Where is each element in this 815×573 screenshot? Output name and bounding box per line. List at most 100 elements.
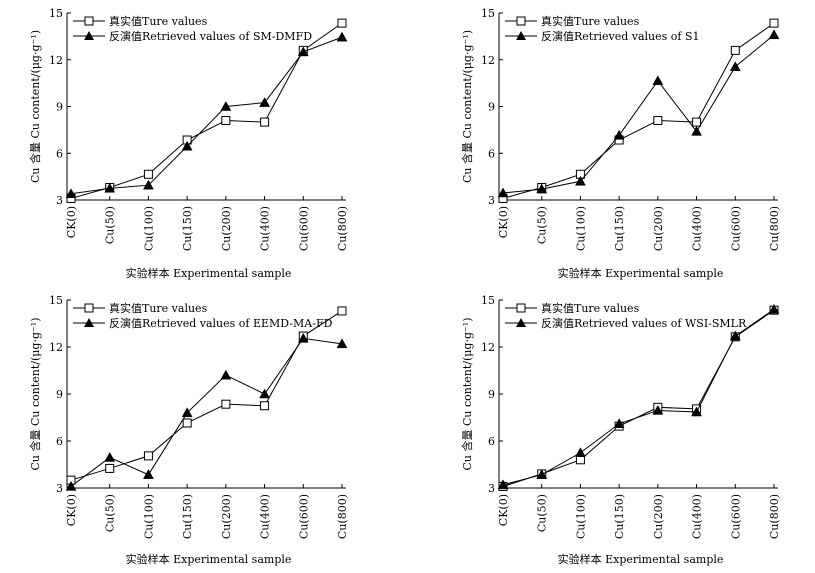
retrieved-value-point <box>336 31 348 42</box>
retrieved-value-point <box>143 179 154 190</box>
y-tick-label: 12 <box>49 54 63 67</box>
true-value-point <box>692 117 702 127</box>
retrieved-value-point <box>259 97 270 107</box>
retrieved-value-point <box>220 369 232 380</box>
x-tick-label: CK(0) <box>65 206 78 238</box>
retrieved-value-point <box>297 46 309 57</box>
x-tick-label: Cu(100) <box>574 494 587 539</box>
x-tick-label: CK(0) <box>497 206 510 238</box>
x-tick-label: Cu(150) <box>181 206 194 251</box>
x-tick-label: Cu(200) <box>220 494 233 539</box>
x-tick-label: Cu(50) <box>104 494 117 532</box>
true-value-point <box>337 306 347 316</box>
x-axis-label: 实验样本 Experimental sample <box>558 266 724 280</box>
chart-panel-3: 3 6 9 12 15 CK(0) Cu(50) Cu(100) Cu(150) Cu(200) C… <box>28 294 349 566</box>
x-tick-label: Cu(600) <box>729 494 742 539</box>
retrieved-value-point <box>575 447 586 457</box>
retrieved-value-point <box>497 479 509 490</box>
x-tick-label: Cu(150) <box>613 494 626 539</box>
x-tick-label: Cu(400) <box>259 494 272 539</box>
series-line-1 <box>502 22 775 199</box>
y-tick-label: 3 <box>56 194 63 207</box>
legend-label-2: 反演值Retrieved values of SM-DMFD <box>109 29 312 43</box>
y-tick-label: 12 <box>481 54 495 67</box>
legend-triangle-icon <box>516 31 526 40</box>
retrieved-value-point <box>691 406 702 417</box>
chart-panel-2: 3 6 9 12 15 CK(0) Cu(50) Cu(100) Cu(150) Cu(200) C… <box>460 7 781 280</box>
retrieved-value-point <box>613 129 625 140</box>
retrieved-value-point <box>181 140 193 151</box>
x-tick-label: Cu(800) <box>768 494 781 539</box>
series-line-1 <box>70 22 343 199</box>
true-value-point <box>182 418 192 428</box>
y-axis-label: Cu 含量 Cu content/(μg·g⁻¹) <box>460 30 474 183</box>
x-tick-label: Cu(600) <box>297 494 310 539</box>
y-axis-label: Cu 含量 Cu content/(μg·g⁻¹) <box>28 30 42 183</box>
y-tick-label: 9 <box>488 388 495 401</box>
retrieved-value-point <box>768 303 780 314</box>
legend-label-2: 反演值Retrieved values of EEMD-MA-FD <box>109 316 333 330</box>
retrieved-value-point <box>652 75 664 86</box>
y-tick-label: 3 <box>488 482 495 495</box>
x-tick-label: Cu(800) <box>768 206 781 251</box>
x-tick-label: Cu(200) <box>652 494 665 539</box>
chart-panel-1: 3 6 9 12 15 CK(0) Cu(50) Cu(100) Cu(150) Cu(200) C… <box>28 7 349 280</box>
true-value-point <box>260 401 270 411</box>
true-value-point <box>769 18 779 28</box>
x-tick-label: Cu(50) <box>104 206 117 244</box>
x-tick-label: Cu(600) <box>729 206 742 251</box>
x-axis-label: 实验样本 Experimental sample <box>126 552 292 566</box>
legend-label-2: 反演值Retrieved values of S1 <box>541 29 700 43</box>
chart-panel-4: 3 6 9 12 15 CK(0) Cu(50) Cu(100) Cu(150) Cu(200) C… <box>460 294 781 566</box>
retrieved-value-point <box>220 100 232 111</box>
retrieved-value-point <box>65 480 77 491</box>
true-value-point <box>143 451 153 461</box>
x-tick-label: Cu(600) <box>297 206 310 251</box>
y-tick-label: 9 <box>488 101 495 114</box>
retrieved-value-point <box>613 418 625 429</box>
true-value-point <box>221 399 231 409</box>
retrieved-value-point <box>729 61 741 72</box>
y-tick-label: 6 <box>56 147 63 160</box>
retrieved-value-point <box>181 407 193 418</box>
retrieved-value-point <box>497 187 509 198</box>
y-tick-label: 3 <box>488 194 495 207</box>
y-tick-label: 12 <box>49 341 63 354</box>
true-value-point <box>143 169 153 179</box>
legend-label-1: 真实值Ture values <box>109 301 208 315</box>
x-axis-label: 实验样本 Experimental sample <box>126 266 292 280</box>
legend-square-icon <box>84 303 94 313</box>
y-tick-label: 15 <box>481 7 495 20</box>
x-tick-label: Cu(100) <box>142 494 155 539</box>
x-tick-label: Cu(100) <box>142 206 155 251</box>
y-tick-label: 9 <box>56 101 63 114</box>
y-axis-label: Cu 含量 Cu content/(μg·g⁻¹) <box>460 317 474 470</box>
legend-label-1: 真实值Ture values <box>541 14 640 28</box>
series-line-2 <box>70 337 343 487</box>
legend-triangle-icon <box>84 318 94 327</box>
x-tick-label: Cu(800) <box>336 206 349 251</box>
x-tick-label: Cu(400) <box>691 206 704 251</box>
true-value-point <box>337 18 347 28</box>
y-tick-label: 6 <box>56 435 63 448</box>
x-tick-label: Cu(400) <box>691 494 704 539</box>
true-value-point <box>730 45 740 55</box>
true-value-point <box>653 116 663 126</box>
x-tick-label: Cu(50) <box>536 206 549 244</box>
y-tick-label: 12 <box>481 341 495 354</box>
x-tick-label: Cu(200) <box>220 206 233 251</box>
x-tick-label: Cu(50) <box>536 494 549 532</box>
x-tick-label: Cu(100) <box>574 206 587 251</box>
y-tick-label: 15 <box>49 294 63 307</box>
x-tick-label: Cu(400) <box>259 206 272 251</box>
y-tick-label: 15 <box>49 7 63 20</box>
retrieved-value-point <box>768 29 780 40</box>
legend-square-icon <box>516 303 526 313</box>
x-tick-label: Cu(150) <box>181 494 194 539</box>
y-axis-label: Cu 含量 Cu content/(μg·g⁻¹) <box>28 317 42 470</box>
retrieved-value-point <box>104 451 116 462</box>
legend-label-2: 反演值Retrieved values of WSI-SMLR <box>541 316 747 330</box>
